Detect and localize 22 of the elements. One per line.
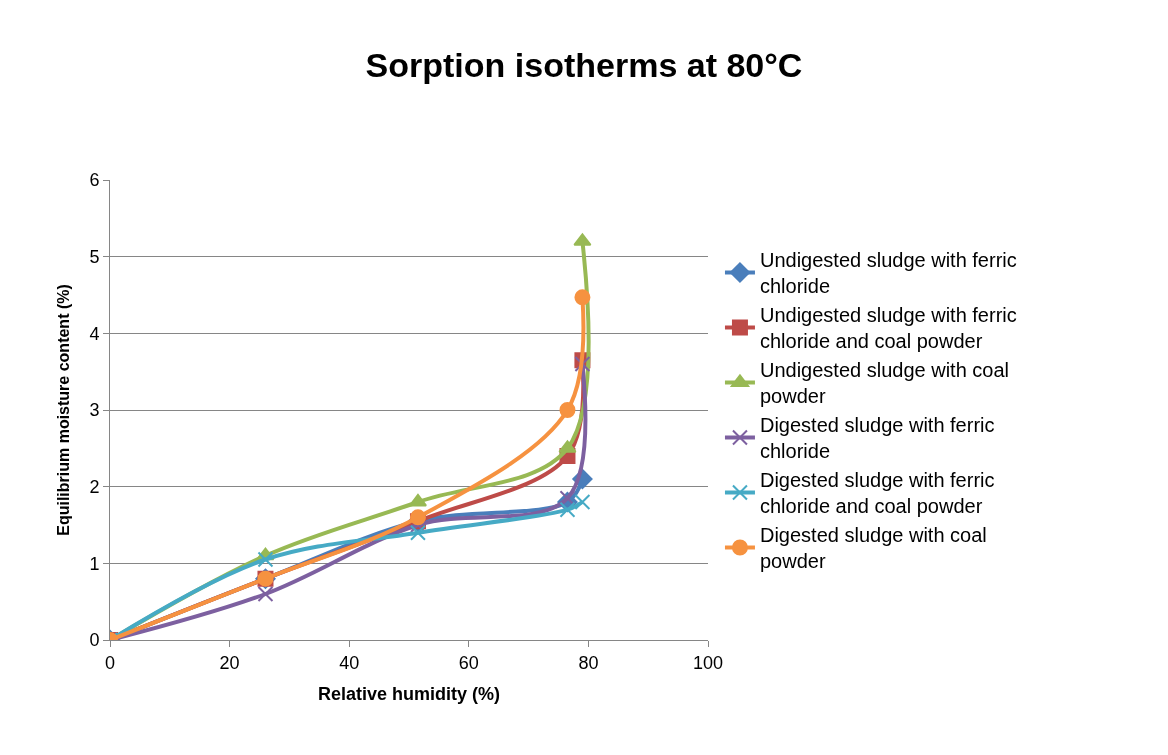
x-tick-label: 20	[219, 652, 240, 673]
x-tick-label: 0	[104, 652, 116, 673]
y-tick-label: 1	[89, 553, 100, 574]
legend-label: Digested sludge with coal powder	[759, 524, 987, 573]
legend-label: Digested sludge with ferric chloride and coal powder	[759, 469, 995, 518]
y-tick-label: 2	[89, 476, 100, 497]
y-tick-label: 5	[89, 246, 100, 267]
legend-label: Undigested sludge with coal powder	[759, 359, 1010, 408]
chart-title: Sorption isotherms at 80°C	[365, 45, 803, 84]
legend-label: Digested sludge with ferric chloride	[759, 414, 995, 463]
y-tick-label: 0	[89, 630, 100, 651]
y-tick-label: 3	[89, 400, 100, 421]
legend-label: Undigested sludge with ferric chloride	[759, 249, 1017, 298]
x-tick-label: 100	[692, 652, 724, 673]
x-tick-label: 60	[458, 652, 479, 673]
y-tick-label: 4	[89, 323, 100, 344]
x-tick-label: 40	[339, 652, 360, 673]
legend-label: Undigested sludge with ferric chloride and coal powder	[759, 304, 1017, 353]
x-tick-label: 80	[578, 652, 599, 673]
x-axis-title: Relative humidity (%)	[317, 683, 501, 704]
y-tick-label: 6	[89, 170, 100, 191]
y-axis-title: Equilibrium moisture content (%)	[55, 284, 73, 536]
